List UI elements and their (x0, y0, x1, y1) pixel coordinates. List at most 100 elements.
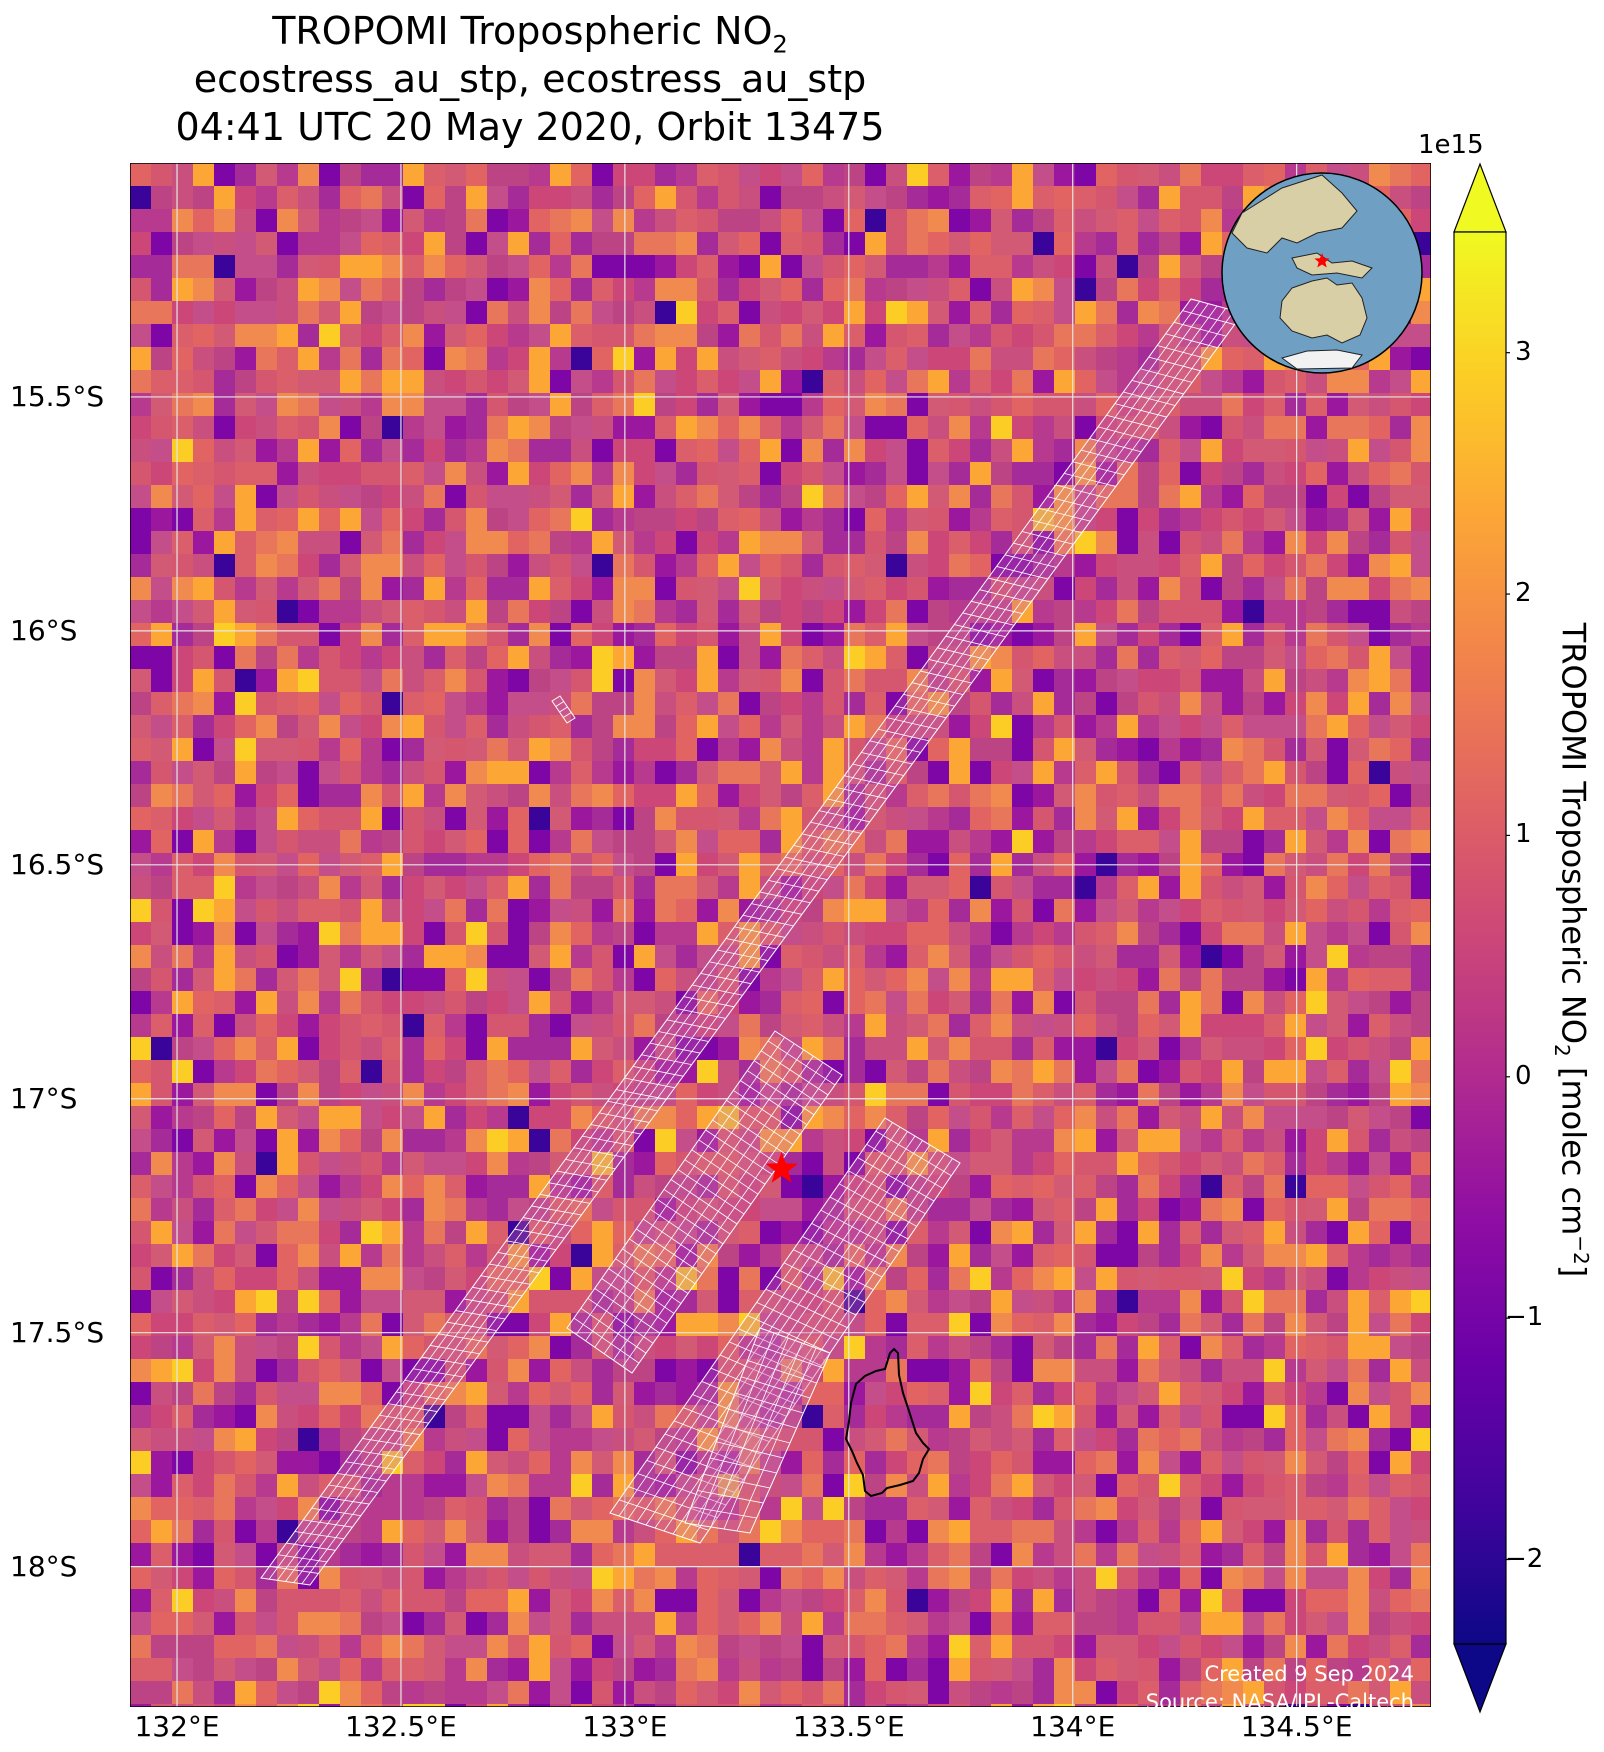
no2-cell (1327, 1543, 1349, 1567)
no2-cell (697, 1589, 719, 1613)
no2-cell (382, 554, 404, 578)
no2-cell (1180, 1704, 1202, 1707)
no2-cell (865, 968, 887, 992)
no2-cell (550, 738, 572, 762)
no2-cell (1117, 1382, 1139, 1406)
no2-cell (550, 1428, 572, 1452)
no2-cell (1096, 439, 1118, 463)
no2-cell (298, 1037, 320, 1061)
no2-cell (256, 508, 278, 532)
no2-cell (865, 209, 887, 233)
no2-cell (634, 577, 656, 601)
no2-cell (1075, 577, 1097, 601)
no2-cell (739, 163, 761, 187)
no2-cell (298, 301, 320, 325)
no2-cell (382, 1428, 404, 1452)
no2-cell (508, 1060, 530, 1084)
no2-cell (1264, 1497, 1286, 1521)
no2-cell (697, 554, 719, 578)
swath-main-col-line (301, 310, 1235, 1585)
no2-cell (1390, 485, 1412, 509)
no2-cell (1390, 1520, 1412, 1544)
no2-cell (613, 485, 635, 509)
no2-cell (151, 1405, 173, 1429)
no2-cell (361, 1175, 383, 1199)
no2-cell (1264, 623, 1286, 647)
no2-cell (361, 1060, 383, 1084)
swath-tail-row-line (728, 1408, 797, 1429)
no2-cell (487, 1129, 509, 1153)
no2-cell (319, 1635, 341, 1659)
no2-cell (172, 347, 194, 371)
no2-cell (991, 1497, 1013, 1521)
no2-cell (1327, 1428, 1349, 1452)
created-date: Created 9 Sep 2024 (1204, 1662, 1414, 1686)
no2-cell (466, 1382, 488, 1406)
no2-cell (487, 1152, 509, 1176)
no2-cell (718, 945, 740, 969)
no2-cell (1348, 1083, 1370, 1107)
no2-cell (1369, 1359, 1391, 1383)
no2-cell (277, 1359, 299, 1383)
no2-cell (1180, 623, 1202, 647)
no2-cell (634, 393, 656, 417)
no2-cell (844, 462, 866, 486)
no2-cell (592, 393, 614, 417)
no2-cell (571, 1037, 593, 1061)
no2-cell (1159, 1152, 1181, 1176)
no2-cell (1096, 830, 1118, 854)
no2-cell (466, 807, 488, 831)
no2-cell (319, 554, 341, 578)
no2-cell (403, 692, 425, 716)
no2-cell (466, 991, 488, 1015)
no2-cell (676, 1106, 698, 1130)
no2-cell (214, 692, 236, 716)
no2-cell (1243, 1083, 1265, 1107)
no2-cell (991, 1060, 1013, 1084)
no2-cell (193, 991, 215, 1015)
no2-cell (1264, 1612, 1286, 1636)
no2-cell (571, 1451, 593, 1475)
no2-cell (130, 600, 152, 624)
no2-cell (1369, 1428, 1391, 1452)
no2-cell (424, 163, 446, 187)
no2-cell (235, 1175, 257, 1199)
no2-cell (886, 1704, 908, 1707)
no2-cell (1285, 1129, 1307, 1153)
no2-cell (298, 554, 320, 578)
swath-wide-lower-row-line (740, 1080, 808, 1126)
no2-cell (865, 715, 887, 739)
no2-cell (1243, 1704, 1265, 1707)
no2-cell (277, 991, 299, 1015)
no2-cell (1159, 646, 1181, 670)
no2-cell (571, 784, 593, 808)
no2-cell (1138, 1612, 1160, 1636)
swath-wide-lower-row-line (622, 1248, 689, 1294)
no2-cell (235, 255, 257, 279)
no2-cell (1138, 1313, 1160, 1337)
no2-cell (739, 393, 761, 417)
no2-cell (445, 784, 467, 808)
no2-cell (151, 1451, 173, 1475)
no2-cell (865, 1267, 887, 1291)
no2-cell (697, 324, 719, 348)
no2-cell (151, 830, 173, 854)
no2-cell (508, 1474, 530, 1498)
no2-cell (382, 1359, 404, 1383)
no2-cell (1117, 1244, 1139, 1268)
no2-cell (1096, 646, 1118, 670)
no2-cell (382, 186, 404, 210)
no2-cell (1327, 922, 1349, 946)
no2-cell (172, 922, 194, 946)
no2-cell (1411, 1451, 1431, 1475)
no2-cell (1075, 324, 1097, 348)
no2-cell (277, 669, 299, 693)
no2-cell (1306, 715, 1328, 739)
no2-cell (655, 784, 677, 808)
no2-cell (844, 623, 866, 647)
swath-wide-lower-row-line (636, 1228, 703, 1274)
no2-cell (718, 1244, 740, 1268)
no2-cell (130, 1474, 152, 1498)
no2-cell (487, 278, 509, 302)
no2-cell (1369, 945, 1391, 969)
